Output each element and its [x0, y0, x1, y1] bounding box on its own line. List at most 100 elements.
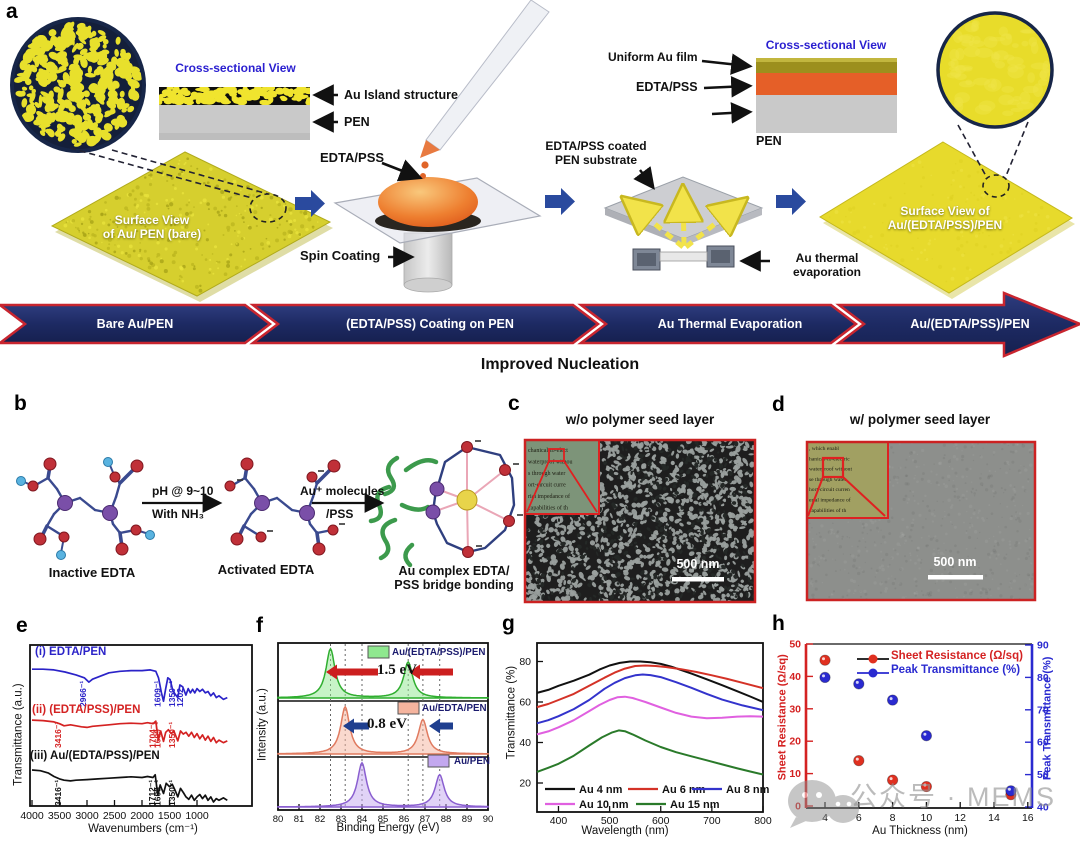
edta-pss-arrow-icon [381, 159, 423, 182]
evaporation-flux-arrow-icon [683, 193, 684, 246]
ftir-peak-annotation: 1704⁻¹ [147, 722, 157, 748]
ftir-curve [31, 769, 228, 803]
legend-label: Au 6 nm [662, 784, 706, 796]
process-step-bare-au-pen: Bare Au/PEN [96, 317, 174, 331]
peak-transmittance-y-axis-label: Peak Transmittance (%) [1041, 656, 1054, 781]
pen-label-right: PEN [756, 134, 782, 148]
improved-nucleation-caption: Improved Nucleation [480, 356, 640, 373]
inset-text-line: hanical-to-electric [809, 456, 850, 462]
cross-section-right-diagram [701, 53, 897, 133]
edta-pss-layer-label: EDTA/PSS [636, 80, 698, 94]
process-step-edta-pss-coating: (EDTA/PSS) Coating on PEN [346, 317, 514, 331]
panel-label-a: a [6, 0, 18, 23]
panel-label-c: c [508, 392, 520, 415]
sem-image-with-seed-layer: , which enabl hanical-to-electric waterpro… [805, 440, 1037, 602]
xps-x-tick: 84 [357, 814, 368, 825]
pen-label-left: PEN [344, 115, 370, 129]
h-right-tick: 90 [1037, 640, 1049, 652]
data-point [920, 780, 933, 793]
xps-x-tick: 88 [441, 814, 452, 825]
surface-view-right-label: Surface View of Au/(EDTA/PSS)/PEN [887, 204, 1003, 232]
surface-inset-circle-left [10, 17, 269, 199]
h-x-tick: 12 [954, 812, 966, 824]
process-step-au-edta-pss-pen: Au/(EDTA/PSS)/PEN [910, 317, 1030, 331]
process-banner [0, 291, 1080, 358]
sheet-resistance-plot-frame [804, 643, 1034, 809]
xps-x-tick: 83 [336, 814, 347, 825]
surface-view-left-label: Surface View of Au/ PEN (bare) [102, 213, 202, 241]
h-left-tick: 40 [789, 671, 801, 683]
shift-arrow-icon [409, 664, 453, 680]
h-right-tick: 60 [1037, 737, 1049, 749]
ftir-peak-annotation: 3416⁻¹ [53, 780, 63, 806]
inset-text-line: ort-circuit curre [528, 483, 566, 489]
edta-pss-layer-arrow-icon [703, 75, 753, 98]
molecule-label-inactive-edta: Inactive EDTA [48, 565, 136, 580]
inset-text-line: se through water [809, 477, 846, 483]
panel-label-f: f [256, 614, 263, 637]
sheet-resistance-x-axis-label: Au Thickness (nm) [872, 825, 968, 837]
ftir-x-tick: 2500 [103, 810, 127, 822]
transmittance-curve [536, 664, 764, 709]
scale-bar-c [672, 577, 724, 582]
pen-layer-arrow-icon [711, 102, 753, 124]
data-point [819, 654, 831, 666]
ftir-x-tick: 2000 [130, 810, 154, 822]
g-x-tick: 700 [703, 815, 721, 827]
ftir-peak-annotation: 1350⁻¹ [167, 722, 177, 748]
ftir-peak-annotation: 2966⁻¹ [78, 681, 88, 707]
reaction-condition-au-molecules: Au⁺ molecules [300, 484, 385, 498]
photo-inset-d: , which enabl hanical-to-electric waterpro… [806, 441, 889, 519]
g-y-tick: 40 [519, 737, 531, 749]
ftir-x-tick: 1500 [158, 810, 182, 822]
legend-label: Au 15 nm [670, 799, 720, 811]
ftir-peak-annotation: 1350⁻¹ [167, 780, 177, 806]
cross-section-right-title: Cross-sectional View [765, 38, 887, 52]
ftir-peak-annotation: 1609⁻¹ [153, 722, 163, 748]
transmittance-curve [536, 673, 764, 725]
ftir-peak-annotation: 1609⁻¹ [153, 780, 163, 806]
transmittance-plot-frame [536, 642, 764, 813]
inset-text-line: waterproof without [809, 466, 852, 473]
xps-legend-swatch [397, 701, 420, 715]
evaporation-flux-arrow-icon [628, 202, 685, 249]
transmittance-x-axis-label: Wavelength (nm) [581, 825, 669, 837]
h-x-tick: 14 [988, 812, 1000, 824]
ftir-series-label-1: (i) EDTA/PEN [35, 646, 107, 658]
inset-text-line: , which enabl [809, 446, 839, 452]
ftir-peak-annotation: 3416⁻¹ [53, 722, 63, 748]
process-step-au-thermal-evaporation: Au Thermal Evaporation [657, 317, 803, 331]
ftir-peak-annotation: 1350⁻¹ [167, 681, 177, 707]
inset-text-line: capabilities of th [809, 507, 846, 514]
h-x-tick: 16 [1022, 812, 1034, 824]
xps-shift-label-2: 0.8 eV [367, 716, 407, 732]
molecule-label-au-complex: Au complex EDTA/ PSS bridge bonding [394, 564, 514, 593]
h-left-tick: 30 [789, 703, 801, 715]
ftir-x-tick: 4000 [20, 810, 44, 822]
xps-peak-curve [277, 761, 489, 808]
ftir-series-label-2: (ii) (EDTA/PSS)/PEN [32, 704, 141, 716]
watermark-text: 公众号 · MEMS [850, 782, 1056, 812]
scale-bar-d [928, 575, 983, 580]
h-left-tick: 50 [789, 639, 801, 651]
xps-x-tick: 80 [273, 814, 284, 825]
molecule-label-activated-edta: Activated EDTA [217, 562, 315, 577]
transmittance-y-axis-label: Transmittance (%) [505, 665, 518, 760]
pipette-icon [425, 0, 550, 151]
h-left-tick: 10 [789, 768, 801, 780]
sheet-resistance-y-axis-label: Sheet Resistance (Ω/sq) [776, 654, 789, 781]
ftir-peak-annotation: 1712⁻¹ [147, 780, 157, 806]
sem-title-without-seed: w/o polymer seed layer [565, 412, 715, 427]
shift-arrow-icon [326, 664, 378, 680]
transmittance-curve [536, 729, 764, 776]
g-x-tick: 400 [550, 815, 568, 827]
panel-label-d: d [772, 393, 785, 416]
h-x-tick: 6 [856, 812, 862, 824]
data-point [1005, 785, 1017, 797]
surface-inset-circle-right [936, 11, 1054, 177]
xps-legend-label-3: Au/PEN [454, 756, 490, 767]
ftir-peak-annotation: 1202 [175, 688, 185, 707]
transmittance-curve [536, 660, 764, 703]
xps-x-tick: 82 [315, 814, 326, 825]
